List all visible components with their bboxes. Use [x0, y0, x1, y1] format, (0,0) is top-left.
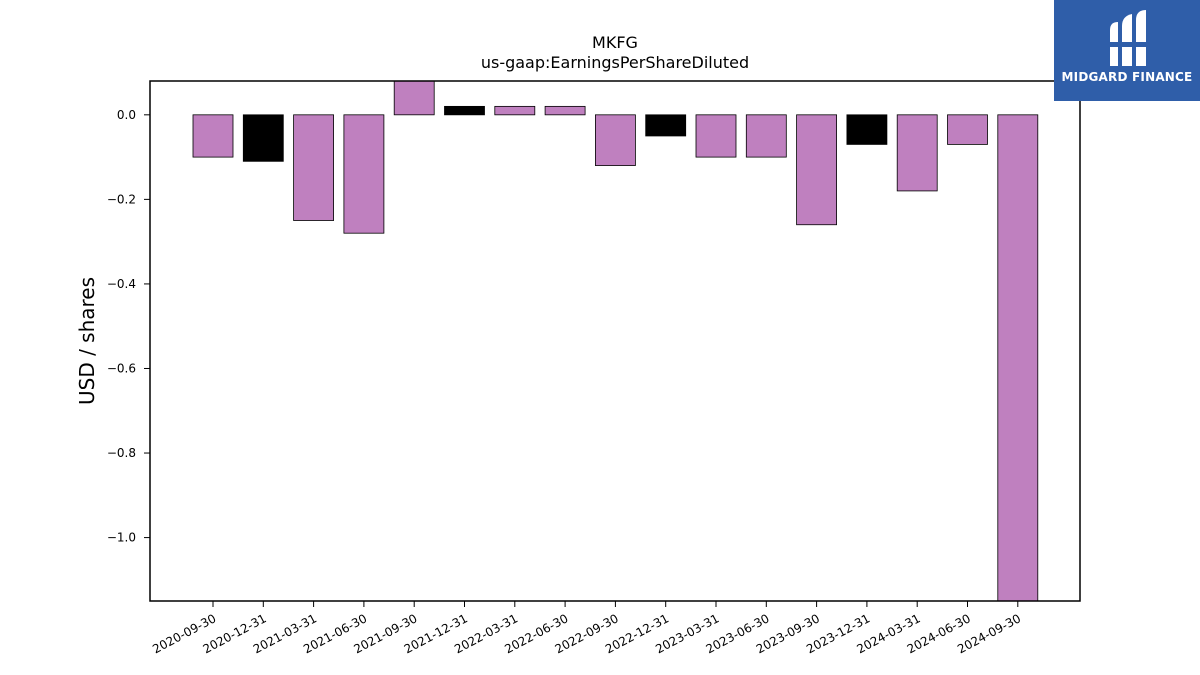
- logo-text: MIDGARD FINANCE: [1061, 70, 1193, 84]
- bars-group: [192, 80, 1039, 602]
- y-axis-label: USD / shares: [75, 277, 99, 405]
- bar-2023-06-30: [745, 114, 787, 158]
- bar-2020-12-31: [242, 114, 284, 162]
- y-tick-label: −1.0: [107, 531, 136, 545]
- bar-2023-12-31: [846, 114, 888, 145]
- bar-2024-06-30: [947, 114, 988, 145]
- bar-2022-09-30: [595, 114, 636, 166]
- bar-2021-06-30: [343, 114, 385, 234]
- x-axis: 2020-09-302020-12-312021-03-312021-06-30…: [150, 601, 1023, 656]
- y-tick-label: 0.0: [117, 108, 136, 122]
- bar-2023-09-30: [796, 114, 837, 226]
- y-tick-label: −0.2: [107, 192, 136, 206]
- bar-2024-03-31: [896, 114, 938, 192]
- bar-2022-12-31: [645, 114, 687, 137]
- bar-2023-03-31: [695, 114, 737, 158]
- bar-2024-09-30: [997, 114, 1039, 602]
- chart-title: MKFG: [592, 33, 638, 52]
- y-tick-label: −0.6: [107, 361, 136, 375]
- bar-2021-03-31: [293, 114, 335, 221]
- bar-2022-06-30: [544, 105, 586, 116]
- y-tick-label: −0.4: [107, 277, 136, 291]
- bar-2021-09-30: [393, 80, 435, 116]
- chart-subtitle: us-gaap:EarningsPerShareDiluted: [481, 53, 749, 72]
- midgard-finance-logo: MIDGARD FINANCE: [1054, 0, 1200, 101]
- y-tick-label: −0.8: [107, 446, 136, 460]
- y-axis: 0.0 −0.2 −0.4 −0.6 −0.8 −1.0: [107, 108, 150, 545]
- bar-2020-09-30: [192, 114, 234, 158]
- bar-2021-12-31: [444, 105, 485, 116]
- bar-2022-03-31: [494, 105, 536, 116]
- midgard-logo-icon: [1108, 10, 1148, 66]
